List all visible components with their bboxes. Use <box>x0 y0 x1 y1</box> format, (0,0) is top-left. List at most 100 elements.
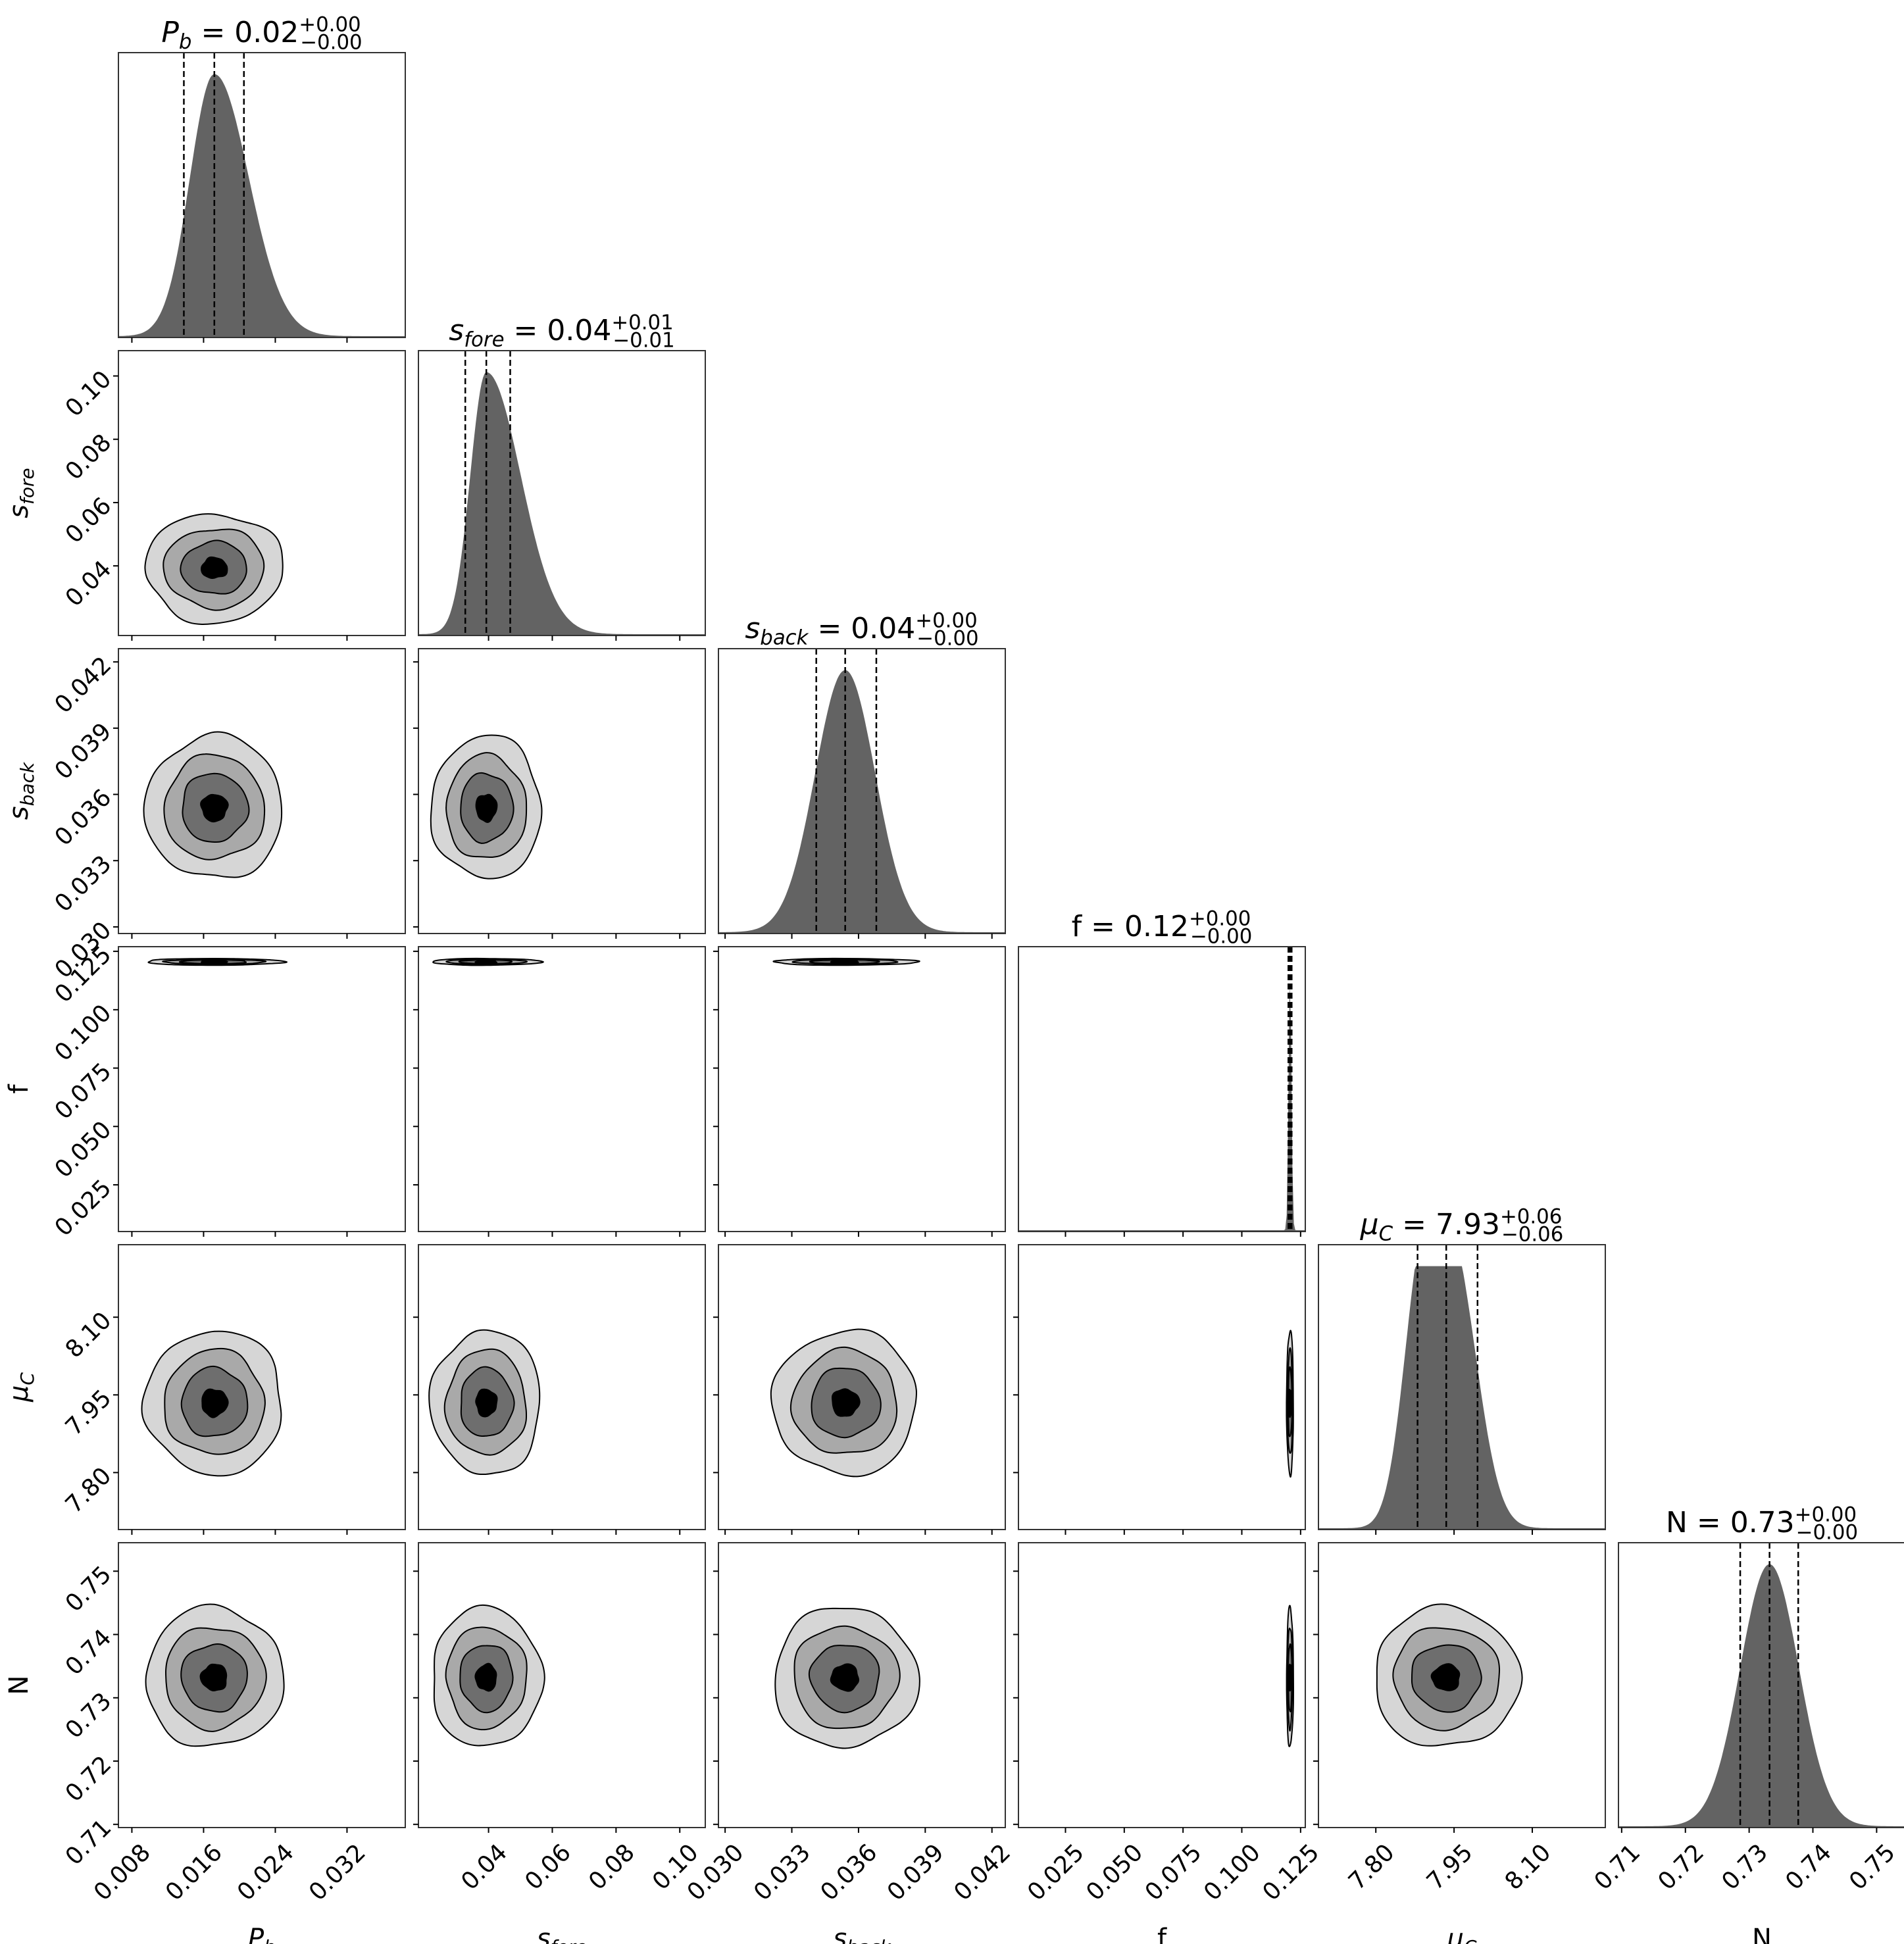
y-axis-label-4: μC <box>4 1372 38 1403</box>
xtick-label-0-3: 0.032 <box>304 1839 371 1906</box>
contour-2-4-level3 <box>831 1388 861 1417</box>
panel-title-5-median: = 0.73 <box>1688 1506 1795 1539</box>
xtick-label-5-1: 0.72 <box>1653 1839 1710 1895</box>
contour-0-5-level3 <box>199 1663 228 1691</box>
panel-title-1-plus: +0.01 <box>611 311 673 334</box>
xtick-label-3-4: 0.125 <box>1257 1839 1324 1906</box>
xtick-label-2-4: 0.042 <box>949 1839 1016 1906</box>
ytick-label-1-2: 0.08 <box>61 429 117 486</box>
panel-title-3-minus: −0.00 <box>1190 925 1252 949</box>
panel-content-3-3 <box>1018 947 1305 1232</box>
ytick-label-3-1: 0.050 <box>50 1116 117 1184</box>
xtick-label-0-2: 0.024 <box>232 1839 299 1906</box>
panel-0-2 <box>113 648 406 939</box>
panel-3-4 <box>1013 1244 1306 1535</box>
panel-title-2-median: = 0.04 <box>808 612 915 645</box>
panel-0-4 <box>113 1244 406 1535</box>
panel-2-5 <box>713 1542 1006 1833</box>
xtick-label-2-2: 0.036 <box>816 1839 883 1906</box>
x-axis-label-2: sback <box>833 1924 891 1944</box>
xtick-label-3-0: 0.025 <box>1022 1839 1090 1906</box>
ytick-label-2-1: 0.033 <box>50 851 117 918</box>
panel-title-1-symbol: s <box>449 314 464 347</box>
panel-content-1-2 <box>430 734 543 880</box>
ytick-label-1-1: 0.06 <box>61 492 117 549</box>
x-axis-label-4-symbol: μ <box>1446 1924 1463 1944</box>
y-axis-label-1-symbol: s <box>4 505 34 518</box>
panel-frame-2-2 <box>718 648 1006 934</box>
contour-1-3-level3 <box>474 959 498 965</box>
x-axis-label-5-symbol: N <box>1752 1924 1772 1944</box>
x-axis-label-4-sub: C <box>1464 1936 1477 1944</box>
panel-title-0-sub: b <box>179 30 192 54</box>
ytick-label-5-3: 0.74 <box>61 1624 117 1681</box>
panel-1-2 <box>413 648 706 939</box>
panel-title-0-plus: +0.00 <box>299 12 361 36</box>
panel-frame-0-2 <box>118 648 406 934</box>
ytick-label-3-2: 0.075 <box>50 1058 117 1125</box>
panel-frame-1-3 <box>418 946 706 1232</box>
panel-title-4-sub: C <box>1379 1222 1393 1246</box>
panel-0-1 <box>113 350 406 641</box>
panel-0-5 <box>113 1542 406 1833</box>
panel-frame-3-3 <box>1018 946 1306 1232</box>
contour-3-5-level3 <box>1287 1664 1293 1692</box>
panel-2-2 <box>718 648 1006 939</box>
xtick-label-0-1: 0.016 <box>161 1839 228 1906</box>
panel-frame-0-4 <box>118 1244 406 1530</box>
panel-4-4 <box>1318 1244 1606 1535</box>
panel-1-4 <box>413 1244 706 1535</box>
xtick-label-3-3: 0.100 <box>1199 1839 1266 1906</box>
y-axis-label-2-sub: back <box>16 761 38 806</box>
xtick-label-1-1: 0.06 <box>520 1839 576 1895</box>
contour-1-4-level3 <box>475 1388 498 1418</box>
panel-1-3 <box>413 946 706 1237</box>
panel-content-2-4 <box>770 1328 918 1478</box>
y-axis-label-4-symbol: μ <box>4 1385 34 1403</box>
panel-frame-4-4 <box>1318 1244 1606 1530</box>
contour-0-2-level3 <box>200 793 229 823</box>
panel-3-3 <box>1018 946 1306 1237</box>
panel-title-2-symbol: s <box>745 612 760 645</box>
ytick-label-4-2: 8.10 <box>61 1307 117 1364</box>
y-axis-label-1: sfore <box>4 468 38 518</box>
panel-title-1: sfore = 0.04+0.01 −0.01 <box>449 311 674 352</box>
xtick-label-2-1: 0.033 <box>749 1839 816 1906</box>
panel-0-3 <box>113 946 406 1237</box>
xtick-label-5-3: 0.74 <box>1780 1839 1837 1895</box>
xtick-label-5-2: 0.73 <box>1716 1839 1773 1895</box>
xtick-label-4-0: 7.80 <box>1343 1839 1400 1895</box>
ytick-label-1-3: 0.10 <box>61 366 117 422</box>
contour-2-5-level3 <box>830 1663 860 1692</box>
ytick-label-2-3: 0.039 <box>50 718 117 785</box>
x-axis-label-4: μC <box>1446 1924 1476 1944</box>
panel-content-3-5 <box>1286 1605 1295 1747</box>
panel-title-4-symbol: μ <box>1360 1208 1379 1241</box>
histogram-4 <box>1318 1266 1605 1530</box>
panel-content-4-4 <box>1318 1245 1605 1530</box>
panel-3-5 <box>1013 1542 1306 1833</box>
contour-1-2-level3 <box>475 793 498 823</box>
y-axis-label-5: N <box>4 1676 34 1695</box>
xtick-label-5-0: 0.71 <box>1590 1839 1646 1895</box>
panel-frame-2-4 <box>718 1244 1006 1530</box>
x-axis-label-0-symbol: P <box>248 1924 264 1944</box>
x-axis-label-3-symbol: f <box>1157 1924 1167 1944</box>
panel-4-5 <box>1313 1542 1606 1833</box>
xtick-label-4-1: 7.95 <box>1422 1839 1478 1895</box>
panel-0-0 <box>118 52 406 343</box>
panel-content-0-1 <box>144 513 284 626</box>
histogram-5 <box>1618 1564 1904 1828</box>
panel-title-3-median: = 0.12 <box>1082 910 1189 943</box>
panel-2-4 <box>713 1244 1006 1535</box>
panel-title-2-plus: +0.00 <box>915 609 977 632</box>
y-axis-label-4-sub: C <box>16 1372 38 1385</box>
panel-title-1-minus: −0.01 <box>613 329 674 353</box>
panel-title-3: f = 0.12+0.00 −0.00 <box>1072 907 1253 948</box>
panel-frame-1-5 <box>418 1542 706 1828</box>
ytick-label-4-1: 7.95 <box>61 1385 117 1441</box>
panel-frame-5-5 <box>1618 1542 1904 1828</box>
x-axis-label-1: sfore <box>537 1924 588 1944</box>
contour-0-3-level3 <box>201 959 228 964</box>
